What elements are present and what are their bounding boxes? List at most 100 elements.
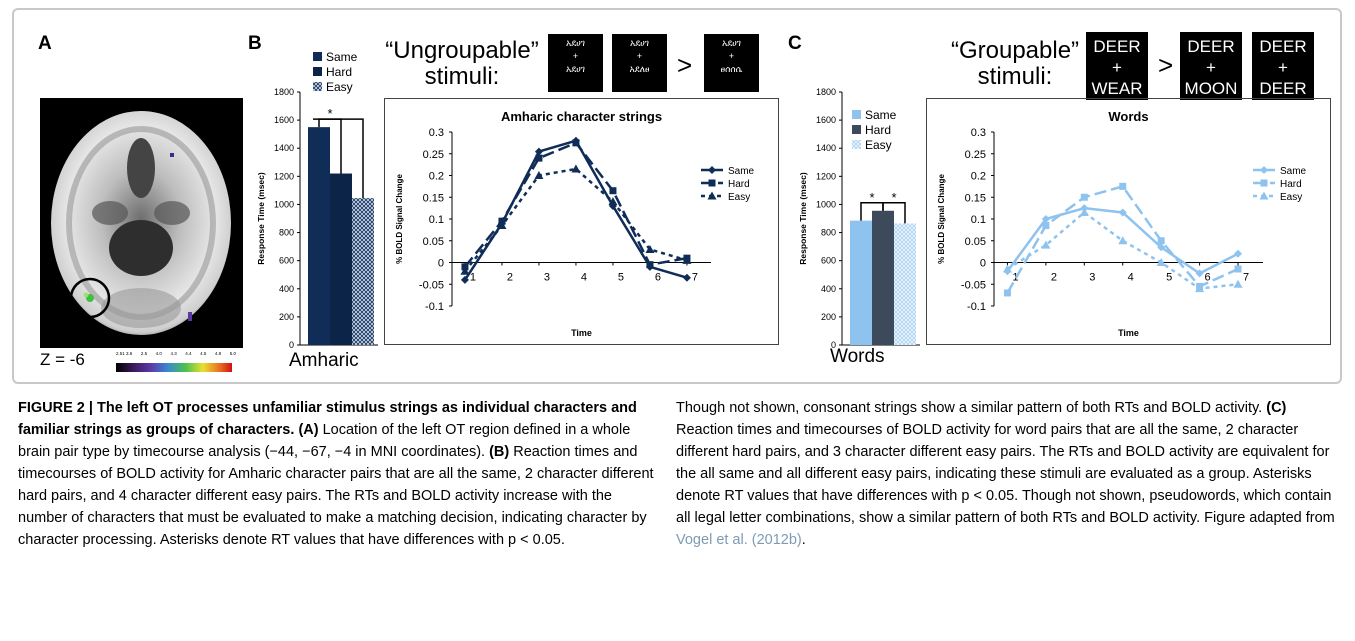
y-tick-label: 1200	[816, 171, 836, 181]
colorbar-tick: 2.51 3.6	[116, 351, 133, 356]
y-tick-label: 400	[821, 284, 836, 294]
y-tick-label: -0.1	[425, 301, 444, 313]
chart-title: Words	[1108, 109, 1148, 124]
legend-marker	[1260, 166, 1268, 174]
stim-line: አደሀገ	[722, 38, 741, 48]
y-tick-label: 0.15	[423, 192, 444, 204]
data-point-easy	[1156, 258, 1166, 266]
y-tick-label: 1000	[274, 199, 294, 209]
legend-label: Easy	[1280, 192, 1302, 203]
stim-line: አደሀገ	[630, 38, 649, 48]
y-tick-label: 0	[438, 258, 444, 270]
y-tick-label: 1000	[816, 199, 836, 209]
caption-citation-link[interactable]: Vogel et al. (2012b)	[676, 532, 802, 548]
y-tick-label: 0.05	[423, 236, 444, 248]
x-tick-label: 3	[1089, 272, 1095, 284]
stim-line: +	[572, 51, 579, 61]
stim-line: DEER	[1187, 37, 1235, 56]
y-tick-label: 600	[279, 256, 294, 266]
significance-bracket	[882, 202, 906, 224]
stim-line: DEER	[1093, 37, 1141, 56]
colorbar-tick: 2.5	[140, 351, 148, 356]
data-point-hard	[1003, 289, 1011, 297]
chart-title: Amharic character strings	[501, 109, 662, 124]
y-tick-label: -0.05	[961, 279, 986, 291]
y-tick-label: 200	[279, 312, 294, 322]
y-tick-label: 0.3	[971, 127, 986, 139]
data-point-same	[1157, 243, 1166, 252]
y-tick-label: 1600	[816, 115, 836, 125]
caption-lead: FIGURE 2 | The left OT processes unfamil…	[18, 400, 637, 438]
bar-same	[850, 220, 872, 345]
caption-text-b-cont: Though not shown, consonant strings show…	[676, 400, 1263, 416]
amharic-stimulus-same: አደሀገ + አደሀገ	[548, 34, 603, 92]
legend-label: Hard	[1280, 179, 1302, 190]
stim-line: +	[1206, 58, 1216, 77]
series-line-hard	[463, 141, 688, 268]
stim-line: ፀሰሰሴ	[720, 64, 743, 74]
word-stimulus-different-2: DEER + MOON	[1180, 32, 1242, 100]
colorbar-ticks: 2.51 3.6 2.5 4.0 4.3 4.4 4.5 4.8 5.0	[116, 351, 236, 356]
legend-marker	[1259, 191, 1269, 200]
y-tick-label: 400	[279, 284, 294, 294]
data-point-hard	[535, 154, 543, 162]
y-tick-label: 1400	[816, 143, 836, 153]
y-tick-label: 1800	[816, 87, 836, 97]
legend-label: Same	[1280, 166, 1307, 177]
bar-easy	[352, 198, 374, 345]
stim-line: +	[1278, 58, 1288, 77]
y-tick-label: 0.05	[965, 236, 986, 248]
legend-marker	[1260, 179, 1268, 187]
greater-than-sign: >	[1158, 50, 1174, 80]
data-point-hard	[609, 187, 617, 195]
data-point-easy	[608, 197, 618, 206]
colorbar	[116, 363, 232, 372]
y-tick-label: 0	[831, 340, 836, 350]
y-tick-label: 1600	[274, 115, 294, 125]
data-point-easy	[1041, 240, 1051, 249]
brain-scan-image	[40, 98, 243, 348]
x-tick-label: 7	[692, 272, 698, 284]
amharic-category-label: Amharic	[289, 350, 359, 371]
data-point-hard	[1119, 182, 1127, 190]
stim-line: DEER	[1259, 37, 1307, 56]
bar-hard	[330, 173, 352, 345]
greater-than-sign: >	[677, 50, 693, 80]
panel-letter-b: B	[248, 33, 262, 54]
word-stimulus-different: DEER + WEAR	[1086, 32, 1148, 100]
y-axis-label: % BOLD Signal Change	[937, 174, 946, 264]
data-point-hard	[1234, 265, 1242, 273]
y-axis-label: Response Time (msec)	[256, 172, 266, 265]
panel-c-title-line2: stimuli:	[977, 63, 1053, 90]
x-tick-label: 5	[1166, 272, 1172, 284]
figure-frame	[12, 8, 1342, 384]
significance-star: *	[891, 190, 896, 205]
colorbar-tick: 4.4	[185, 351, 192, 356]
y-tick-label: -0.05	[419, 279, 444, 291]
panel-b-title-line1: “Ungroupable”	[385, 37, 539, 64]
y-tick-label: 0.1	[971, 214, 986, 226]
stim-line: +	[636, 51, 643, 61]
legend-label: Hard	[326, 65, 352, 79]
legend-swatch	[852, 125, 861, 134]
roi-circle	[69, 277, 111, 319]
legend-label: Same	[326, 50, 358, 64]
y-tick-label: 0.2	[971, 171, 986, 183]
x-tick-label: 6	[655, 272, 661, 284]
words-bold-line-chart: Words 0.3 0.25 0.2 0.15 0.1 0.05 0 -0.05 -0.1 1 2 3 4…	[926, 98, 1331, 345]
x-tick-label: 2	[507, 272, 513, 284]
data-point-easy	[571, 164, 581, 173]
legend-label: Same	[728, 166, 755, 177]
word-stimulus-same: DEER + DEER	[1252, 32, 1314, 100]
words-bold-chart-frame	[926, 98, 1331, 345]
x-tick-label: 5	[618, 272, 624, 284]
y-tick-label: 600	[821, 256, 836, 266]
y-tick-label: 0	[289, 340, 294, 350]
data-point-easy	[497, 221, 507, 230]
data-point-same	[1118, 208, 1127, 217]
legend-marker	[708, 166, 716, 174]
y-tick-label: 0.1	[429, 214, 444, 226]
bar-same	[308, 127, 330, 345]
legend-label: Same	[865, 108, 897, 122]
legend-swatch	[852, 110, 861, 119]
